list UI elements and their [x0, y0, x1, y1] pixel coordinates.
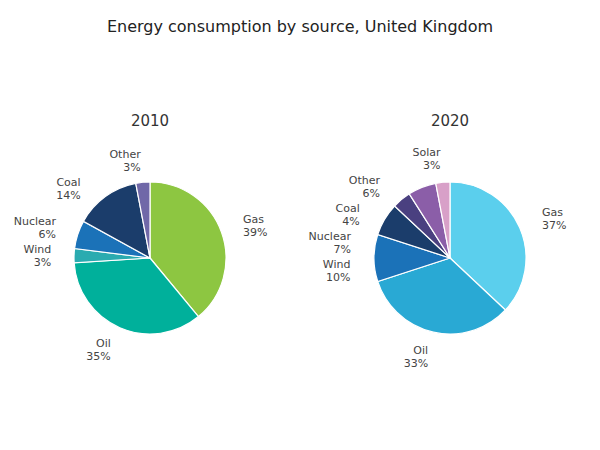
slice-category-label: Gas	[542, 206, 563, 219]
slice-category-label: Wind	[323, 258, 351, 271]
slice-value-label: 10%	[326, 271, 350, 284]
slice-value-label: 35%	[86, 350, 110, 363]
chart-root: Energy consumption by source, United Kin…	[0, 0, 600, 450]
pie-chart: 2010Gas39%Oil35%Wind3%Nuclear6%Coal14%Ot…	[14, 112, 268, 363]
slice-value-label: 6%	[39, 228, 56, 241]
pie-slice	[436, 182, 450, 258]
slice-value-label: 14%	[56, 189, 80, 202]
slice-category-label: Wind	[24, 243, 52, 256]
slice-value-label: 3%	[423, 159, 440, 172]
slice-category-label: Nuclear	[309, 230, 352, 243]
slice-category-label: Coal	[336, 202, 360, 215]
slice-category-label: Nuclear	[14, 215, 57, 228]
slice-value-label: 3%	[123, 161, 140, 174]
slice-category-label: Gas	[243, 213, 264, 226]
slice-category-label: Other	[349, 174, 381, 187]
chart-title: 2010	[131, 112, 169, 130]
slice-value-label: 6%	[363, 187, 380, 200]
slice-value-label: 37%	[542, 219, 566, 232]
slice-category-label: Oil	[413, 344, 428, 357]
pie-slice	[74, 258, 198, 334]
slice-value-label: 39%	[243, 226, 267, 239]
slice-value-label: 7%	[333, 243, 350, 256]
background	[0, 0, 600, 450]
slice-category-label: Coal	[56, 176, 80, 189]
slice-value-label: 33%	[404, 357, 428, 370]
slice-category-label: Solar	[413, 146, 442, 159]
pie-chart: 2020 Gas37% Oil33% Wind10% Nuclear7% Coal4% Ot…	[309, 112, 567, 370]
slice-value-label: 3%	[34, 256, 51, 269]
slice-value-label: 4%	[342, 215, 359, 228]
slice-category-label: Other	[109, 148, 141, 161]
figure-title: Energy consumption by source, United Kin…	[107, 17, 493, 36]
pie-slice	[136, 182, 150, 258]
chart-title: 2020	[431, 112, 469, 130]
slice-category-label: Oil	[96, 337, 111, 350]
